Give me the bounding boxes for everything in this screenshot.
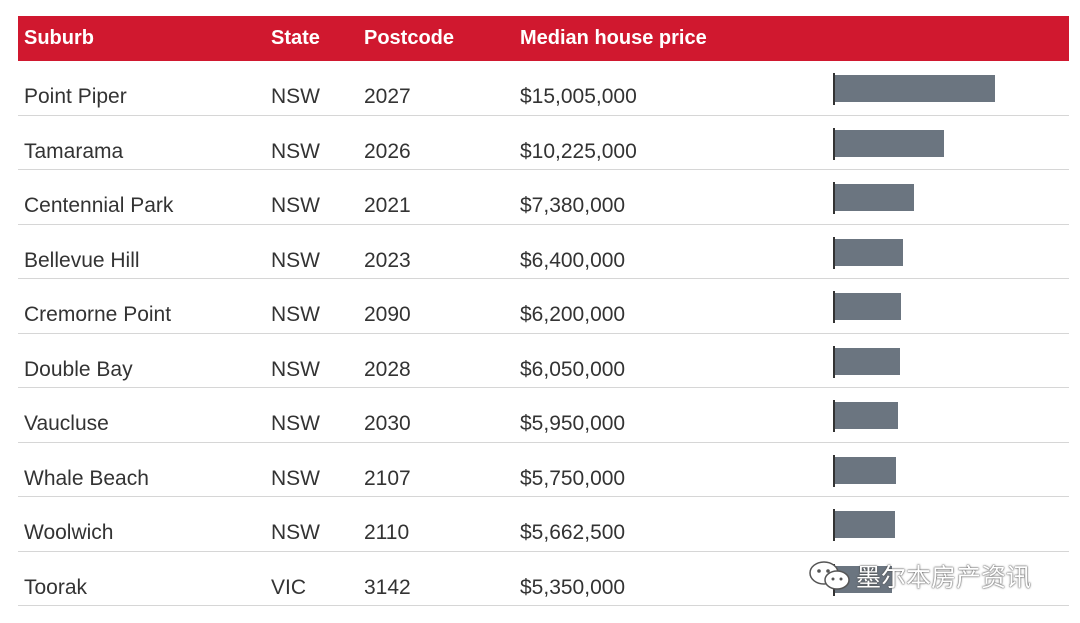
suburb-cell: Woolwich (24, 521, 114, 544)
bar-axis (833, 345, 835, 378)
watermark: 墨尔本房产资讯 (808, 556, 1031, 596)
price-bar (835, 402, 898, 429)
price-bar (835, 293, 901, 320)
postcode-cell: 2026 (364, 139, 411, 163)
bar-axis (833, 182, 835, 214)
price-cell: $5,750,000 (520, 466, 626, 490)
state-cell: NSW (271, 139, 320, 163)
price-cell: $7,380,000 (520, 194, 626, 217)
price-cell: $6,050,000 (520, 357, 626, 381)
wechat-icon (808, 559, 852, 593)
postcode-cell: 2021 (364, 194, 411, 217)
postcode-cell: 2110 (364, 521, 410, 544)
table-row: Point Piper NSW 2027 $15,005,000 (18, 61, 1069, 116)
state-cell: NSW (271, 466, 320, 490)
suburb-cell: Toorak (24, 575, 88, 599)
watermark-text: 墨尔本房产资讯 (856, 564, 1032, 592)
price-cell: $5,950,000 (520, 412, 626, 435)
state-cell: NSW (271, 412, 320, 435)
header-postcode: Postcode (364, 27, 455, 49)
postcode-cell: 2030 (364, 412, 411, 435)
state-cell: NSW (271, 303, 320, 326)
bar-axis (833, 400, 835, 432)
postcode-cell: 2090 (364, 303, 411, 326)
table-row: Tamarama NSW 2026 $10,225,000 (18, 116, 1069, 170)
price-cell: $6,400,000 (520, 248, 626, 272)
bar-axis (833, 509, 835, 541)
table-row: Centennial Park NSW 2021 $7,380,000 (18, 170, 1069, 225)
state-cell: NSW (271, 521, 320, 544)
price-cell: $6,200,000 (520, 303, 626, 326)
header-state: State (271, 27, 320, 49)
suburb-cell: Vaucluse (24, 412, 109, 435)
price-cell: $5,662,500 (520, 521, 626, 544)
price-bar (835, 511, 895, 538)
table-header: Suburb State Postcode Median house price (18, 16, 1069, 61)
price-bar (835, 238, 903, 266)
bar-axis (833, 73, 835, 105)
price-bar (835, 456, 896, 484)
bar-axis (833, 291, 835, 323)
state-cell: VIC (271, 575, 307, 599)
bar-axis (833, 127, 835, 160)
postcode-cell: 3142 (364, 575, 411, 599)
table-row: Cremorne Point NSW 2090 $6,200,000 (18, 279, 1069, 334)
suburb-cell: Centennial Park (24, 194, 174, 217)
price-bar (835, 75, 995, 102)
price-cell: $15,005,000 (520, 85, 637, 108)
price-bar (835, 184, 914, 211)
header-median-price: Median house price (520, 27, 707, 49)
suburb-cell: Bellevue Hill (24, 248, 140, 272)
postcode-cell: 2027 (364, 85, 411, 108)
suburb-cell: Tamarama (24, 139, 124, 163)
suburb-cell: Point Piper (24, 85, 127, 108)
price-table: Suburb State Postcode Median house price… (18, 16, 1069, 606)
state-cell: NSW (271, 248, 320, 272)
table-row: Whale Beach NSW 2107 $5,750,000 (18, 443, 1069, 497)
bar-axis (833, 236, 835, 269)
state-cell: NSW (271, 357, 320, 381)
price-cell: $5,350,000 (520, 575, 626, 599)
bar-axis (833, 454, 835, 487)
state-cell: NSW (271, 194, 320, 217)
postcode-cell: 2028 (364, 357, 411, 381)
suburb-cell: Whale Beach (24, 466, 149, 490)
table-body: Point Piper NSW 2027 $15,005,000 Tamarama NSW… (18, 61, 1069, 606)
table-row: Double Bay NSW 2028 $6,050,000 (18, 334, 1069, 388)
suburb-cell: Double Bay (24, 357, 133, 381)
postcode-cell: 2023 (364, 248, 411, 272)
table-row: Woolwich NSW 2110 $5,662,500 (18, 497, 1069, 552)
postcode-cell: 2107 (364, 466, 411, 490)
table-row: Vaucluse NSW 2030 $5,950,000 (18, 388, 1069, 443)
price-bar (835, 347, 900, 375)
price-cell: $10,225,000 (520, 139, 637, 163)
header-suburb: Suburb (24, 27, 94, 49)
table-row: Bellevue Hill NSW 2023 $6,400,000 (18, 225, 1069, 279)
price-bar (835, 129, 944, 157)
suburb-cell: Cremorne Point (24, 303, 172, 326)
state-cell: NSW (271, 85, 320, 108)
